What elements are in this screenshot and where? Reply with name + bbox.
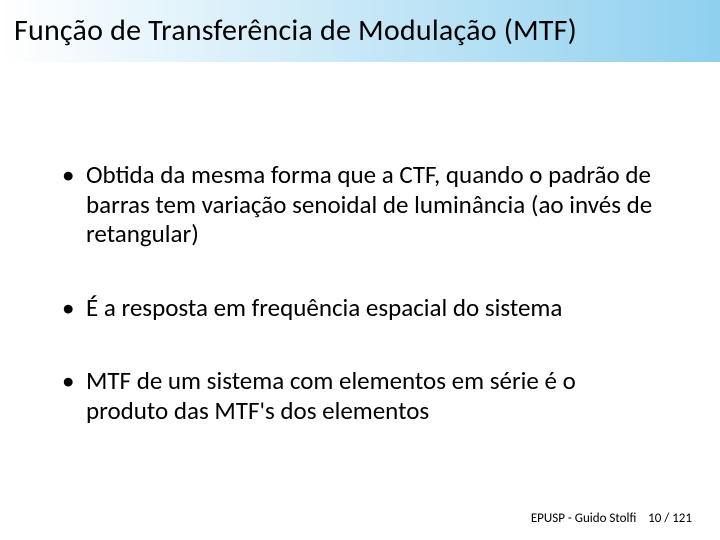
footer-author: EPUSP - Guido Stolfi xyxy=(531,511,637,526)
list-item: MTF de um sistema com elementos em série… xyxy=(60,366,660,425)
slide-title: Função de Transferência de Modulação (MT… xyxy=(14,12,706,49)
list-item: Obtida da mesma forma que a CTF, quando … xyxy=(60,160,660,249)
content-area: Obtida da mesma forma que a CTF, quando … xyxy=(0,160,720,425)
bullet-list: Obtida da mesma forma que a CTF, quando … xyxy=(60,160,660,425)
title-band: Função de Transferência de Modulação (MT… xyxy=(0,0,720,62)
footer-page-total: 121 xyxy=(672,511,692,526)
list-item: É a resposta em frequência espacial do s… xyxy=(60,293,660,323)
slide-footer: EPUSP - Guido Stolfi 10 / 121 xyxy=(531,511,692,526)
footer-page-current: 10 xyxy=(648,511,661,526)
